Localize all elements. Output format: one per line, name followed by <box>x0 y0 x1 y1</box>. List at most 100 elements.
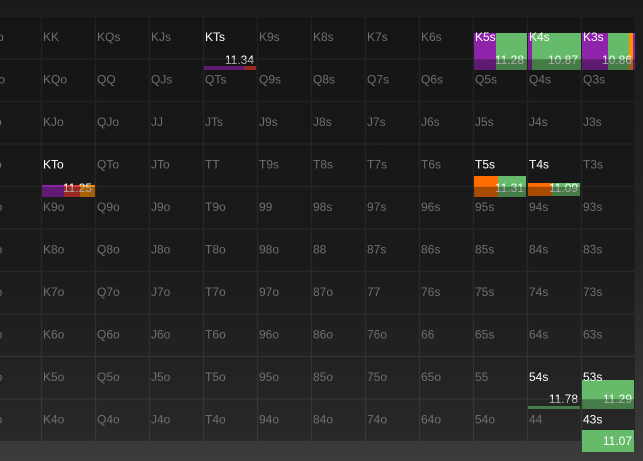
hand-cell[interactable] <box>203 59 258 102</box>
hand-cell[interactable] <box>0 399 42 442</box>
hand-cell[interactable] <box>257 229 312 272</box>
hand-cell[interactable] <box>0 314 42 357</box>
hand-cell[interactable] <box>149 229 204 272</box>
hand-cell[interactable] <box>581 144 636 187</box>
hand-cell[interactable] <box>257 399 312 442</box>
hand-cell[interactable] <box>95 356 150 399</box>
hand-cell[interactable] <box>41 101 96 144</box>
hand-cell[interactable] <box>365 16 420 59</box>
hand-cell[interactable] <box>473 101 528 144</box>
hand-cell[interactable] <box>581 314 636 357</box>
hand-cell[interactable] <box>419 16 474 59</box>
hand-cell[interactable] <box>41 314 96 357</box>
hand-cell[interactable] <box>41 144 96 187</box>
hand-cell[interactable] <box>581 229 636 272</box>
hand-cell[interactable] <box>527 314 582 357</box>
hand-cell[interactable] <box>419 144 474 187</box>
hand-cell[interactable] <box>257 101 312 144</box>
hand-cell[interactable] <box>149 101 204 144</box>
hand-cell[interactable] <box>257 59 312 102</box>
hand-cell[interactable] <box>149 16 204 59</box>
hand-cell[interactable] <box>473 356 528 399</box>
hand-cell[interactable] <box>203 229 258 272</box>
hand-cell[interactable] <box>203 399 258 442</box>
hand-cell[interactable] <box>419 399 474 442</box>
hand-cell[interactable] <box>311 16 366 59</box>
hand-cell[interactable] <box>527 229 582 272</box>
hand-cell[interactable] <box>95 314 150 357</box>
hand-cell[interactable] <box>257 186 312 229</box>
hand-cell[interactable] <box>203 16 258 59</box>
hand-cell[interactable] <box>95 101 150 144</box>
hand-cell[interactable] <box>419 186 474 229</box>
hand-cell[interactable] <box>203 144 258 187</box>
hand-cell[interactable] <box>149 271 204 314</box>
hand-cell[interactable] <box>203 271 258 314</box>
hand-cell[interactable] <box>95 16 150 59</box>
hand-cell[interactable] <box>257 314 312 357</box>
hand-cell[interactable] <box>581 59 636 102</box>
hand-cell[interactable] <box>257 271 312 314</box>
hand-cell[interactable] <box>419 314 474 357</box>
hand-cell[interactable] <box>473 399 528 442</box>
hand-cell[interactable] <box>149 314 204 357</box>
hand-cell[interactable] <box>311 399 366 442</box>
hand-cell[interactable] <box>41 16 96 59</box>
hand-cell[interactable] <box>419 59 474 102</box>
hand-cell[interactable] <box>527 186 582 229</box>
hand-cell[interactable] <box>365 271 420 314</box>
hand-cell[interactable] <box>95 144 150 187</box>
hand-cell[interactable] <box>473 229 528 272</box>
hand-cell[interactable] <box>41 229 96 272</box>
hand-cell[interactable] <box>203 356 258 399</box>
hand-cell[interactable] <box>365 229 420 272</box>
hand-cell[interactable] <box>41 356 96 399</box>
hand-cell[interactable] <box>149 186 204 229</box>
hand-cell[interactable] <box>527 144 582 187</box>
hand-cell[interactable] <box>527 356 582 399</box>
hand-cell[interactable] <box>311 229 366 272</box>
hand-cell[interactable] <box>311 144 366 187</box>
hand-cell[interactable] <box>365 314 420 357</box>
hand-cell[interactable] <box>149 356 204 399</box>
hand-cell[interactable] <box>203 186 258 229</box>
hand-cell[interactable] <box>257 144 312 187</box>
hand-cell[interactable] <box>95 229 150 272</box>
hand-cell[interactable] <box>581 101 636 144</box>
hand-cell[interactable] <box>473 271 528 314</box>
hand-cell[interactable] <box>0 144 42 187</box>
hand-cell[interactable] <box>149 144 204 187</box>
hand-cell[interactable] <box>311 314 366 357</box>
hand-cell[interactable] <box>0 356 42 399</box>
hand-cell[interactable] <box>41 186 96 229</box>
hand-cell[interactable] <box>0 101 42 144</box>
hand-cell[interactable] <box>473 314 528 357</box>
hand-cell[interactable] <box>0 16 42 59</box>
hand-cell[interactable] <box>0 59 42 102</box>
hand-cell[interactable] <box>95 271 150 314</box>
hand-cell[interactable] <box>419 229 474 272</box>
hand-cell[interactable] <box>0 229 42 272</box>
hand-cell[interactable] <box>365 144 420 187</box>
hand-cell[interactable] <box>419 101 474 144</box>
hand-cell[interactable] <box>41 59 96 102</box>
hand-cell[interactable] <box>203 314 258 357</box>
hand-cell[interactable] <box>0 271 42 314</box>
hand-cell[interactable] <box>581 271 636 314</box>
hand-cell[interactable] <box>365 186 420 229</box>
hand-cell[interactable] <box>311 101 366 144</box>
hand-cell[interactable] <box>95 399 150 442</box>
hand-cell[interactable] <box>311 59 366 102</box>
hand-cell[interactable] <box>0 186 42 229</box>
hand-cell[interactable] <box>419 271 474 314</box>
hand-cell[interactable] <box>419 356 474 399</box>
hand-cell[interactable] <box>365 59 420 102</box>
hand-cell[interactable] <box>149 59 204 102</box>
hand-cell[interactable] <box>41 399 96 442</box>
hand-cell[interactable] <box>527 271 582 314</box>
hand-cell[interactable] <box>149 399 204 442</box>
hand-cell[interactable] <box>473 186 528 229</box>
hand-cell[interactable] <box>311 186 366 229</box>
hand-cell[interactable] <box>527 101 582 144</box>
hand-cell[interactable] <box>95 186 150 229</box>
